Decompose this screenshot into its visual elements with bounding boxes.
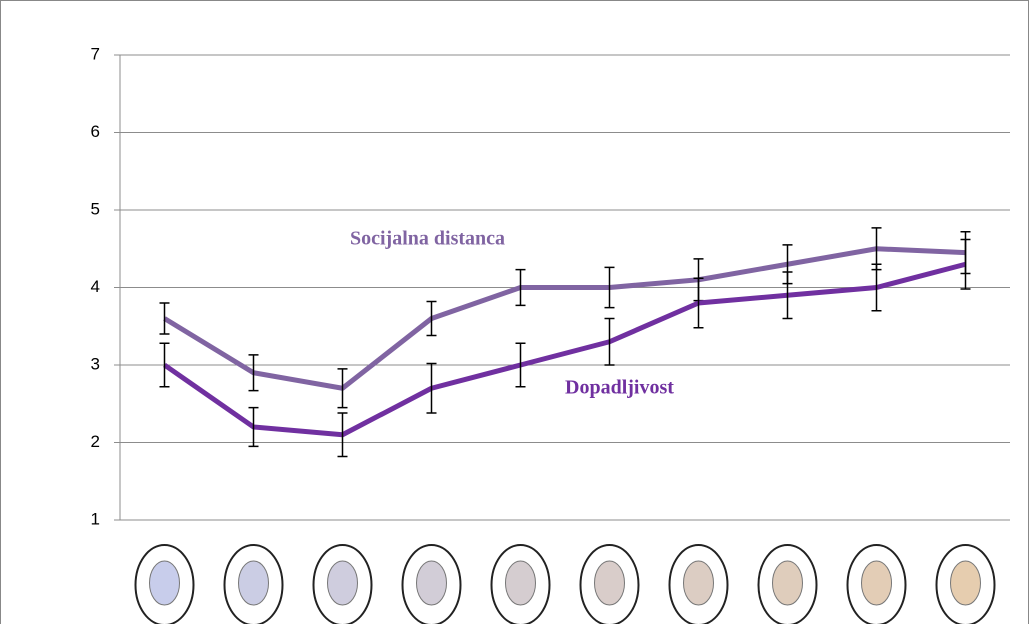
chart-frame: [1, 1, 1029, 624]
y-tick-label: 7: [91, 44, 100, 63]
y-tick-label: 2: [91, 432, 100, 451]
face: [773, 561, 803, 605]
face: [951, 561, 981, 605]
y-tick-label: 5: [91, 199, 100, 218]
face: [684, 561, 714, 605]
y-tick-label: 6: [91, 122, 100, 141]
y-tick-label: 1: [91, 509, 100, 528]
face: [239, 561, 269, 605]
y-tick-label: 3: [91, 354, 100, 373]
face: [417, 561, 447, 605]
series-annotation: Dopadljivost: [565, 377, 674, 399]
face: [862, 561, 892, 605]
chart: 1 2 3 4 5 6 7 Socijalna distanca Dopadljivost: [0, 0, 1029, 624]
y-tick-label: 4: [91, 277, 100, 296]
face: [150, 561, 180, 605]
face: [595, 561, 625, 605]
series-annotation: Socijalna distanca: [350, 228, 505, 250]
face: [328, 561, 358, 605]
face: [506, 561, 536, 605]
